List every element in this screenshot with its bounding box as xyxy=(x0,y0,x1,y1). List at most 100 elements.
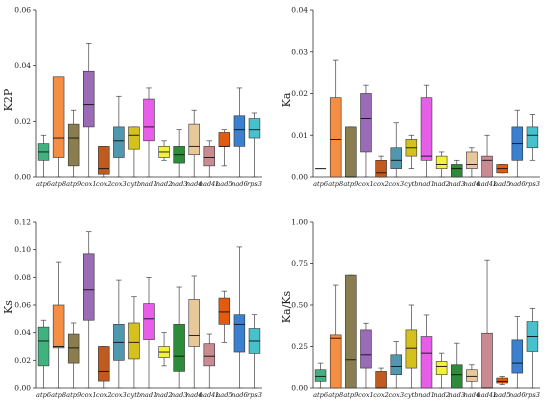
ka-ks-y-tick-label: 0.50 xyxy=(291,301,308,310)
ka-iqr-cox1 xyxy=(360,93,372,153)
ks-iqr-nad5 xyxy=(218,297,231,325)
ka-ks-box-nad2 xyxy=(435,352,448,389)
ks-category-label-nad4L: nad4L xyxy=(199,391,220,399)
ks-iqr-nad4L xyxy=(203,343,215,367)
k2p-box-nad6 xyxy=(233,87,246,178)
ka-ks-iqr-cytb xyxy=(405,329,418,369)
ka-ks-category-label-atp6: atp6 xyxy=(313,391,328,399)
k2p-category-label-atp9: atp9 xyxy=(66,180,81,188)
ka-category-label-atp8: atp8 xyxy=(328,180,343,188)
ka-ks-y-tick-label: 0.75 xyxy=(291,259,308,268)
k2p-box-atp8 xyxy=(52,76,65,178)
k2p-category-label-nad3: nad3 xyxy=(171,180,188,188)
k2p-box-rps3 xyxy=(248,112,261,178)
ka-box-atp8 xyxy=(329,59,342,178)
ka-box-nad2 xyxy=(435,151,448,178)
ka-category-label-atp9: atp9 xyxy=(343,180,358,188)
ka-iqr-cox3 xyxy=(390,147,402,169)
ka-ks-y-tick-label: 0.25 xyxy=(291,342,308,351)
k2p-y-tick-label: 0.02 xyxy=(14,117,31,126)
ka-box-atp9 xyxy=(345,126,357,178)
ka-ks-iqr-nad1 xyxy=(420,336,433,389)
ka-iqr-nad3 xyxy=(451,164,463,178)
ka-category-label-nad5: nad5 xyxy=(494,180,511,188)
ka-y-tick-label: 0.00 xyxy=(291,173,308,182)
ka-ks-box-nad6 xyxy=(511,316,524,389)
ka-ks-iqr-nad3 xyxy=(451,364,463,389)
ka-category-label-nad2: nad2 xyxy=(433,180,450,188)
k2p-category-label-cox1: cox1 xyxy=(81,180,97,188)
ka-ks-category-label-atp8: atp8 xyxy=(328,391,343,399)
ks-category-label-cox3: cox3 xyxy=(111,391,127,399)
ks-y-tick-label: 0.06 xyxy=(14,301,31,310)
k2p-category-label-atp8: atp8 xyxy=(51,180,66,188)
k2p-box-cox2 xyxy=(98,146,110,178)
ka-y-tick-label: 0.01 xyxy=(291,131,308,140)
ks-box-rps3 xyxy=(248,314,261,389)
ks-box-nad2 xyxy=(158,332,170,367)
k2p-box-cytb xyxy=(128,126,140,178)
k2p-category-label-nad2: nad2 xyxy=(156,180,173,188)
ks-y-tick-label: 0.08 xyxy=(14,273,31,282)
ka-box-cox3 xyxy=(390,122,402,178)
ka-ks-box-cox3 xyxy=(390,341,402,389)
ka-ks-category-label-nad6: nad6 xyxy=(509,391,526,399)
ks-category-label-atp6: atp6 xyxy=(36,391,51,399)
ka-ks-category-label-nad4L: nad4L xyxy=(477,391,498,399)
ks-box-cytb xyxy=(128,296,140,389)
ka-category-label-atp6: atp6 xyxy=(313,180,328,188)
ka-category-label-cox2: cox2 xyxy=(373,180,389,188)
k2p-iqr-atp9 xyxy=(67,123,80,167)
k2p-box-nad5 xyxy=(218,129,231,167)
k2p-y-axis-title: K2P xyxy=(2,88,15,111)
ks-category-label-cox1: cox1 xyxy=(81,391,97,399)
ks-category-label-atp8: atp8 xyxy=(51,391,66,399)
ks-y-tick-label: 0.04 xyxy=(14,328,31,337)
k2p-category-label-nad4L: nad4L xyxy=(199,180,220,188)
ka-iqr-atp8 xyxy=(329,97,342,178)
k2p-category-label-cox2: cox2 xyxy=(96,180,112,188)
ks-box-atp9 xyxy=(67,322,80,389)
ka-ks-box-cytb xyxy=(405,304,418,389)
ka-category-label-rps3: rps3 xyxy=(525,180,540,188)
k2p-box-atp6 xyxy=(37,134,50,178)
ka-ks-iqr-nad4 xyxy=(466,369,478,382)
ks-iqr-nad6 xyxy=(233,314,246,353)
ka-box-rps3 xyxy=(526,114,539,161)
k2p-box-nad1 xyxy=(143,87,155,178)
ka-box-nad1 xyxy=(420,84,433,178)
ks-box-nad4L xyxy=(203,333,215,389)
k2p-iqr-nad4L xyxy=(203,146,215,167)
ka-iqr-nad4L xyxy=(481,155,493,178)
ks-iqr-atp6 xyxy=(37,326,50,367)
ks-y-tick-label: 0.10 xyxy=(14,245,31,254)
ks-box-nad6 xyxy=(233,246,246,389)
ks-box-atp8 xyxy=(52,261,65,389)
ka-ks-category-label-cytb: cytb xyxy=(404,391,418,399)
ka-box-nad5 xyxy=(496,164,508,174)
ks-category-label-nad1: nad1 xyxy=(141,391,158,399)
ka-ks-category-label-nad3: nad3 xyxy=(448,391,465,399)
k2p-box-cox1 xyxy=(83,43,95,178)
ks-iqr-nad3 xyxy=(173,324,185,372)
ka-category-label-cox3: cox3 xyxy=(388,180,404,188)
ks-category-label-cytb: cytb xyxy=(127,391,141,399)
ka-iqr-rps3 xyxy=(526,126,539,149)
ka-category-label-nad3: nad3 xyxy=(448,180,465,188)
ks-iqr-atp8 xyxy=(52,304,65,349)
ka-iqr-atp9 xyxy=(345,126,357,178)
ka-ks-box-atp6 xyxy=(314,362,327,389)
ka-ks-box-nad1 xyxy=(420,314,433,389)
ka-ks-category-label-cox1: cox1 xyxy=(358,391,374,399)
k2p-iqr-rps3 xyxy=(248,118,261,139)
ks-panel: 0.00 0.02 0.04 0.06 0.08 0.10 0.12 Ks atp6 atp8 at… xyxy=(2,218,262,399)
k2p-category-label-cytb: cytb xyxy=(127,180,141,188)
k2p-iqr-nad1 xyxy=(143,98,155,142)
ks-y-tick-label: 0.02 xyxy=(14,356,31,365)
ka-category-label-nad4L: nad4L xyxy=(477,180,498,188)
ka-box-nad4 xyxy=(466,147,478,178)
k2p-category-label-nad6: nad6 xyxy=(231,180,248,188)
k2p-iqr-cytb xyxy=(128,126,140,150)
